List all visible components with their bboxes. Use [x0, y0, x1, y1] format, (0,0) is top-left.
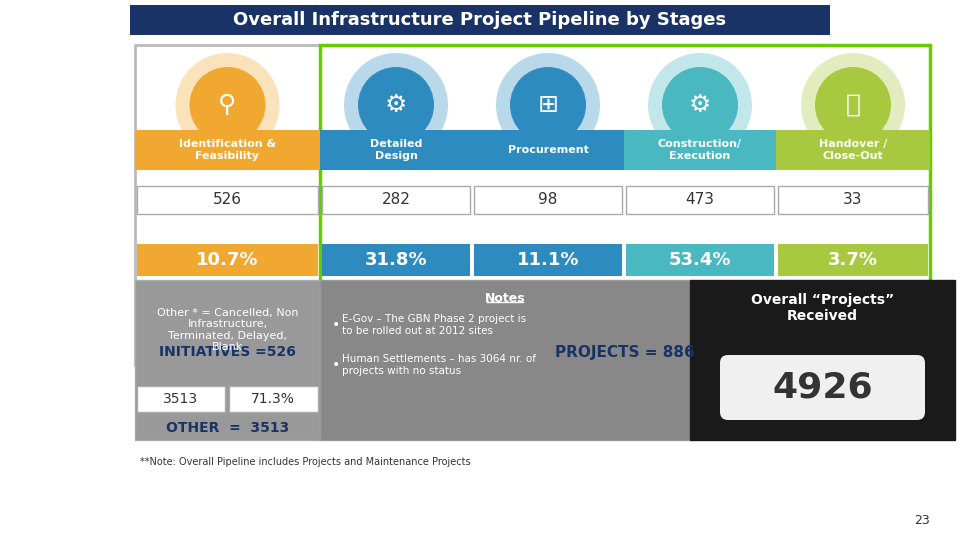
- Bar: [320, 280, 690, 440]
- Text: Handover /
Close-Out: Handover / Close-Out: [819, 139, 887, 161]
- Circle shape: [648, 53, 752, 157]
- Text: 23: 23: [914, 514, 930, 526]
- Circle shape: [662, 67, 738, 143]
- Bar: [626, 186, 774, 214]
- Text: OTHER  =  3513: OTHER = 3513: [166, 421, 289, 435]
- Bar: [320, 45, 930, 365]
- Circle shape: [815, 67, 891, 143]
- Text: 31.8%: 31.8%: [365, 251, 427, 269]
- Bar: [130, 5, 830, 35]
- Bar: [135, 130, 320, 170]
- Text: 11.1%: 11.1%: [516, 251, 579, 269]
- Text: Overall “Projects”
Received: Overall “Projects” Received: [751, 293, 894, 323]
- Bar: [137, 386, 225, 412]
- Text: Detailed
Design: Detailed Design: [370, 139, 422, 161]
- Circle shape: [344, 53, 448, 157]
- Bar: [322, 186, 470, 214]
- Text: •: •: [332, 318, 340, 332]
- Circle shape: [189, 67, 266, 143]
- Text: ⊞: ⊞: [538, 93, 559, 117]
- Text: Procurement: Procurement: [508, 145, 588, 155]
- Text: PROJECTS = 886: PROJECTS = 886: [555, 345, 695, 360]
- Bar: [474, 186, 622, 214]
- Bar: [778, 244, 928, 276]
- Text: ⚙: ⚙: [385, 93, 407, 117]
- Text: INITIATIVES =526: INITIATIVES =526: [158, 345, 296, 359]
- Text: 3.7%: 3.7%: [828, 251, 878, 269]
- Bar: [135, 45, 320, 365]
- Bar: [626, 244, 774, 276]
- Bar: [322, 244, 470, 276]
- Text: Overall Infrastructure Project Pipeline by Stages: Overall Infrastructure Project Pipeline …: [233, 11, 727, 29]
- Text: •: •: [332, 358, 340, 372]
- Bar: [624, 130, 776, 170]
- Circle shape: [176, 53, 279, 157]
- Circle shape: [801, 53, 905, 157]
- Circle shape: [510, 67, 586, 143]
- Bar: [472, 130, 624, 170]
- Bar: [320, 130, 472, 170]
- Text: 4926: 4926: [772, 370, 873, 404]
- Bar: [778, 186, 928, 214]
- Text: 98: 98: [539, 192, 558, 207]
- FancyBboxPatch shape: [720, 355, 925, 420]
- Text: ⚙: ⚙: [689, 93, 711, 117]
- Bar: [776, 130, 930, 170]
- Text: Identification &
Feasibility: Identification & Feasibility: [179, 139, 276, 161]
- Text: Other * = Cancelled, Non
Infrastructure,
Terminated, Delayed,
Blank: Other * = Cancelled, Non Infrastructure,…: [156, 308, 299, 353]
- Text: 10.7%: 10.7%: [196, 251, 259, 269]
- Bar: [137, 186, 318, 214]
- Bar: [474, 244, 622, 276]
- Text: 473: 473: [685, 192, 714, 207]
- Text: ⚿: ⚿: [846, 93, 860, 117]
- Text: **Note: Overall Pipeline includes Projects and Maintenance Projects: **Note: Overall Pipeline includes Projec…: [140, 457, 470, 467]
- Text: 3513: 3513: [163, 392, 199, 406]
- Bar: [690, 280, 955, 440]
- Text: 33: 33: [843, 192, 863, 207]
- Text: Human Settlements – has 3064 nr. of
projects with no status: Human Settlements – has 3064 nr. of proj…: [342, 354, 536, 376]
- Circle shape: [358, 67, 434, 143]
- Text: Construction/
Execution: Construction/ Execution: [658, 139, 742, 161]
- Text: 53.4%: 53.4%: [669, 251, 732, 269]
- Text: Notes: Notes: [485, 292, 525, 305]
- Circle shape: [496, 53, 600, 157]
- Text: 526: 526: [213, 192, 242, 207]
- Text: 282: 282: [381, 192, 411, 207]
- Text: 71.3%: 71.3%: [252, 392, 295, 406]
- Bar: [135, 280, 320, 440]
- Bar: [229, 386, 318, 412]
- Text: E-Gov – The GBN Phase 2 project is
to be rolled out at 2012 sites: E-Gov – The GBN Phase 2 project is to be…: [342, 314, 526, 336]
- Text: ⚲: ⚲: [218, 93, 236, 117]
- Bar: [137, 244, 318, 276]
